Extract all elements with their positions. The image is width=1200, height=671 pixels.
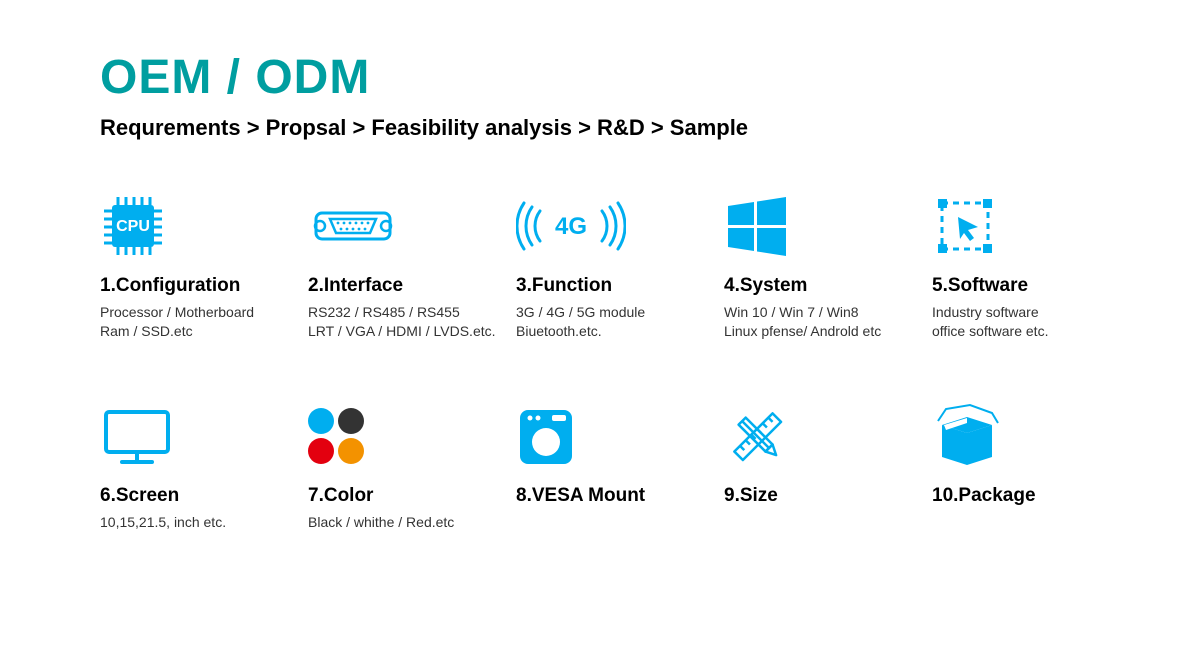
color-dots-icon	[308, 401, 496, 471]
signal-4g-icon: 4G	[516, 191, 704, 261]
feature-title: 1.Configuration	[100, 275, 288, 297]
feature-desc: 10,15,21.5, inch etc.	[100, 513, 288, 532]
feature-desc: RS232 / RS485 / RS455 LRT / VGA / HDMI /…	[308, 303, 496, 341]
software-icon	[932, 191, 1120, 261]
feature-desc: Industry software office software etc.	[932, 303, 1120, 341]
feature-configuration: CPU 1.Configuration Processor / Motherbo…	[100, 191, 288, 341]
feature-system: 4.System Win 10 / Win 7 / Win8 Linux pfe…	[724, 191, 912, 341]
breadcrumb: Requrements > Propsal > Feasibility anal…	[100, 115, 1120, 141]
feature-package: 10.Package	[932, 401, 1120, 532]
vesa-mount-icon	[516, 401, 704, 471]
feature-software: 5.Software Industry software office soft…	[932, 191, 1120, 341]
feature-title: 5.Software	[932, 275, 1120, 297]
ruler-pencil-icon	[724, 401, 912, 471]
feature-title: 9.Size	[724, 485, 912, 507]
svg-text:CPU: CPU	[116, 218, 150, 235]
svg-text:4G: 4G	[555, 213, 587, 240]
feature-title: 6.Screen	[100, 485, 288, 507]
feature-screen: 6.Screen 10,15,21.5, inch etc.	[100, 401, 288, 532]
port-icon	[308, 191, 496, 261]
feature-title: 10.Package	[932, 485, 1120, 507]
dot-orange	[338, 438, 364, 464]
feature-desc: 3G / 4G / 5G module Biuetooth.etc.	[516, 303, 704, 341]
feature-desc: Processor / Motherboard Ram / SSD.etc	[100, 303, 288, 341]
feature-vesa: 8.VESA Mount	[516, 401, 704, 532]
feature-title: 2.Interface	[308, 275, 496, 297]
feature-desc: Win 10 / Win 7 / Win8 Linux pfense/ Andr…	[724, 303, 912, 341]
features-grid: CPU 1.Configuration Processor / Motherbo…	[100, 191, 1120, 532]
feature-color: 7.Color Black / whithe / Red.etc	[308, 401, 496, 532]
feature-desc: Black / whithe / Red.etc	[308, 513, 496, 532]
dot-blue	[308, 408, 334, 434]
feature-title: 7.Color	[308, 485, 496, 507]
feature-title: 4.System	[724, 275, 912, 297]
feature-interface: 2.Interface RS232 / RS485 / RS455 LRT / …	[308, 191, 496, 341]
windows-icon	[724, 191, 912, 261]
dot-red	[308, 438, 334, 464]
dot-black	[338, 408, 364, 434]
package-box-icon	[932, 401, 1120, 471]
monitor-icon	[100, 401, 288, 471]
feature-function: 4G 3.Function 3G / 4G / 5G module Biueto…	[516, 191, 704, 341]
cpu-icon: CPU	[100, 191, 288, 261]
feature-size: 9.Size	[724, 401, 912, 532]
feature-title: 3.Function	[516, 275, 704, 297]
page-title: OEM / ODM	[100, 50, 1120, 105]
feature-title: 8.VESA Mount	[516, 485, 704, 507]
